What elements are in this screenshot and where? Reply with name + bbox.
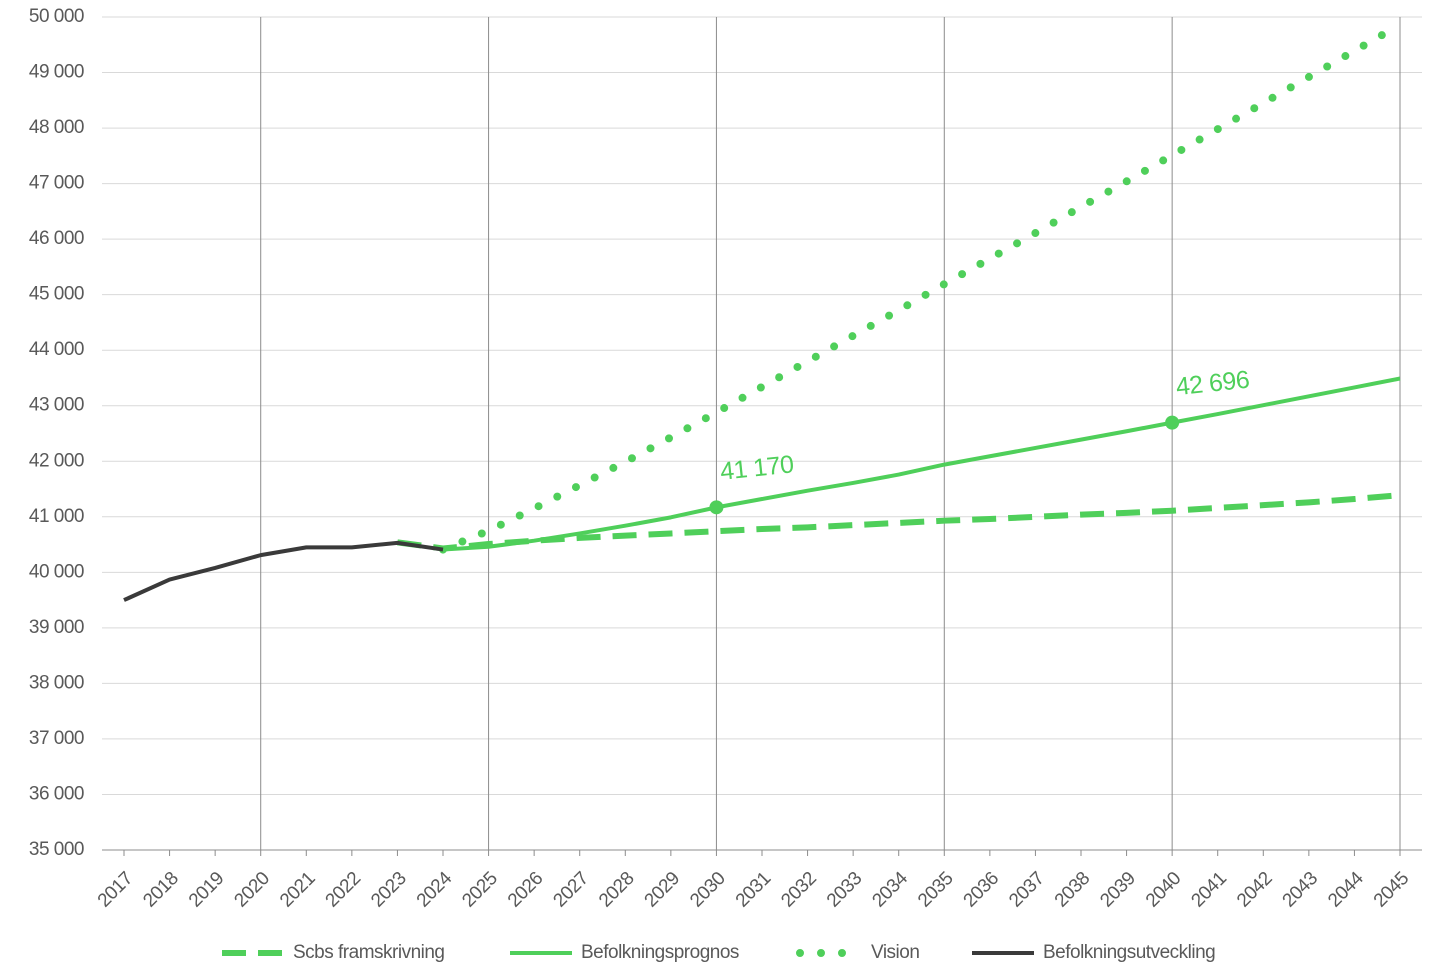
x-tick-label: 2041 (1187, 868, 1230, 911)
x-tick-label: 2028 (595, 868, 638, 911)
y-tick-label: 44 000 (29, 339, 84, 360)
x-tick-label: 2026 (504, 868, 547, 911)
legend-label: Befolkningsprognos (581, 942, 739, 963)
y-tick-label: 49 000 (29, 62, 84, 83)
legend-label: Befolkningsutveckling (1043, 942, 1215, 963)
x-tick-label: 2018 (139, 868, 182, 911)
y-tick-label: 38 000 (29, 672, 84, 693)
y-tick-label: 40 000 (29, 561, 84, 582)
y-tick-label: 50 000 (29, 6, 84, 27)
x-tick-label: 2021 (276, 868, 319, 911)
y-tick-label: 47 000 (29, 173, 84, 194)
x-tick-label: 2027 (549, 868, 592, 911)
y-tick-label: 39 000 (29, 617, 84, 638)
series-line (123, 540, 444, 602)
y-tick-label: 45 000 (29, 284, 84, 305)
x-tick-label: 2044 (1324, 868, 1368, 912)
data-label: 42 696 (1175, 366, 1251, 402)
y-tick-label: 43 000 (29, 395, 84, 416)
x-tick-label: 2030 (686, 868, 729, 911)
y-tick-label: 37 000 (29, 728, 84, 749)
x-tick-label: 2017 (94, 868, 137, 911)
y-tick-label: 46 000 (29, 228, 84, 249)
series-line (397, 492, 1401, 552)
x-tick-label: 2031 (732, 868, 775, 911)
data-label: 41 170 (719, 450, 795, 486)
x-tick-label: 2038 (1051, 868, 1094, 911)
data-point (1165, 415, 1180, 430)
y-tick-label: 48 000 (29, 117, 84, 138)
y-tick-label: 42 000 (29, 450, 84, 471)
x-tick-label: 2035 (914, 868, 957, 911)
x-tick-label: 2037 (1005, 868, 1048, 911)
x-tick-label: 2036 (960, 868, 1003, 911)
x-tick-label: 2045 (1370, 868, 1413, 911)
series-line (442, 376, 1401, 552)
x-tick-label: 2024 (413, 868, 457, 912)
y-tick-label: 36 000 (29, 783, 84, 804)
legend-label: Scbs framskrivning (293, 942, 445, 963)
y-tick-label: 41 000 (29, 506, 84, 527)
x-tick-label: 2023 (367, 868, 410, 911)
x-tick-label: 2034 (868, 868, 912, 912)
data-point (709, 500, 724, 515)
y-tick-label: 35 000 (29, 839, 84, 860)
x-tick-label: 2022 (322, 868, 365, 911)
x-tick-label: 2019 (185, 868, 228, 911)
x-tick-label: 2039 (1096, 868, 1139, 911)
x-tick-label: 2025 (458, 868, 501, 911)
x-tick-label: 2029 (641, 868, 684, 911)
legend-label: Vision (871, 942, 919, 963)
x-tick-label: 2033 (823, 868, 866, 911)
x-tick-label: 2032 (777, 868, 820, 911)
x-tick-label: 2020 (230, 868, 273, 911)
x-tick-label: 2043 (1279, 868, 1322, 911)
x-tick-label: 2040 (1142, 868, 1185, 911)
x-tick-label: 2042 (1233, 868, 1276, 911)
